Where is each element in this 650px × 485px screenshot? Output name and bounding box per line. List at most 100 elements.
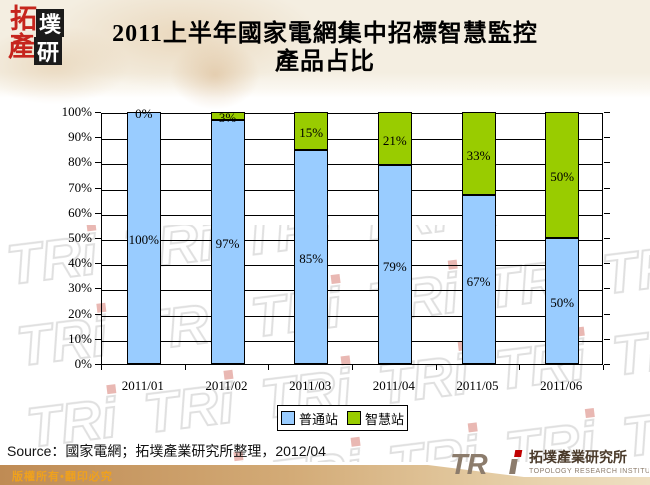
value-label: 67% xyxy=(466,273,491,289)
gridline xyxy=(102,189,602,191)
legend-swatch-blue xyxy=(280,411,295,425)
y-tick-label: 60% xyxy=(68,204,92,220)
tick-mark xyxy=(604,313,610,315)
tick-mark xyxy=(95,112,101,113)
title-line-2: 產品占比 xyxy=(275,49,375,75)
bar-segment-普通站 xyxy=(210,119,245,364)
bar-segment-智慧站 xyxy=(294,112,329,150)
value-label: 79% xyxy=(382,258,407,274)
tick-mark xyxy=(604,137,610,139)
tick-mark xyxy=(604,364,610,365)
bar-segment-普通站 xyxy=(461,195,496,364)
tri-seal-logo: 拓 墣 產 研 xyxy=(8,4,72,68)
tick-mark xyxy=(435,365,437,370)
tri-name-en: TOPOLOGY RESEARCH INSTITUTE xyxy=(529,468,649,475)
y-tick-label: 80% xyxy=(68,154,92,170)
gridline xyxy=(102,240,602,241)
tick-mark xyxy=(95,187,101,189)
value-label: 33% xyxy=(466,147,491,163)
x-tick-label: 2011/02 xyxy=(205,378,248,393)
title-line-1: 2011上半年國家電網集中招標智慧監控 xyxy=(112,21,538,47)
tri-footer-logo: TR 拓墣產業研究所 TOPOLOGY RESEARCH INSTITUTE xyxy=(450,449,649,480)
y-tick-label: 40% xyxy=(68,255,92,271)
tick-mark xyxy=(95,162,101,164)
copyright-note: 版權所有•翻印必究 xyxy=(12,471,113,483)
legend-swatch-green xyxy=(347,411,361,425)
bar-segment-智慧站 xyxy=(210,112,245,120)
logo-i-dot xyxy=(514,450,523,457)
tick-mark xyxy=(95,288,101,290)
y-tick-label: 0% xyxy=(74,356,92,371)
value-label: 50% xyxy=(550,169,575,184)
bar-segment-智慧站 xyxy=(461,112,496,196)
gridline xyxy=(102,315,602,317)
page-title: 2011上半年國家電網集中招標智慧監控 產品占比 xyxy=(0,20,650,76)
tick-mark xyxy=(95,313,101,315)
legend-item: 智慧站 xyxy=(347,409,404,428)
value-label: 50% xyxy=(550,295,575,310)
tick-mark xyxy=(95,238,101,239)
header-band: 拓 墣 產 研 2011上半年國家電網集中招標智慧監控 產品占比 xyxy=(0,0,650,110)
gridline xyxy=(102,265,602,267)
value-label: 21% xyxy=(382,132,407,148)
y-tick-label: 20% xyxy=(68,305,92,321)
y-tick-label: 100% xyxy=(61,104,92,119)
tick-mark xyxy=(95,364,101,365)
tick-mark xyxy=(268,365,270,370)
tick-mark xyxy=(604,263,610,265)
value-label: 85% xyxy=(299,250,324,266)
value-label: 0% xyxy=(135,106,153,121)
tick-mark xyxy=(604,187,610,189)
logo-i-stem xyxy=(509,459,518,474)
seal-char: 墣 xyxy=(36,9,64,37)
tick-mark xyxy=(604,212,610,214)
legend-label: 智慧站 xyxy=(365,411,405,427)
tick-mark xyxy=(604,338,610,340)
bar-segment-智慧站 xyxy=(545,112,580,238)
y-tick-label: 70% xyxy=(68,179,92,195)
x-tick-label: 2011/05 xyxy=(456,378,499,393)
bar-segment-普通站 xyxy=(294,149,329,364)
tick-mark xyxy=(95,212,101,214)
tri-name-zh: 拓墣產業研究所 xyxy=(529,449,627,466)
gridline xyxy=(102,290,602,292)
value-label: 3% xyxy=(218,109,237,125)
source-note: Source：國家電網；拓墣產業研究所整理，2012/04 xyxy=(7,443,326,459)
y-tick-label: 90% xyxy=(68,129,92,145)
tick-mark xyxy=(101,365,102,370)
tick-mark xyxy=(95,137,101,139)
tri-acronym: TR xyxy=(450,449,488,480)
y-tick-label: 30% xyxy=(68,280,92,296)
value-label: 15% xyxy=(299,124,324,140)
legend-label: 普通站 xyxy=(298,411,338,427)
y-tick-label: 10% xyxy=(68,330,92,346)
seal-char: 研 xyxy=(34,37,62,65)
gridline xyxy=(102,340,602,342)
x-tick-label: 2011/01 xyxy=(121,378,164,393)
x-tick-label: 2011/03 xyxy=(289,378,332,393)
chart-legend: 普通站 智慧站 xyxy=(277,405,408,431)
gridline xyxy=(102,139,602,141)
tick-mark xyxy=(604,288,610,290)
bar-segment-普通站 xyxy=(126,112,161,364)
y-tick-label: 50% xyxy=(68,230,92,245)
tick-mark xyxy=(184,365,186,370)
seal-char: 拓 xyxy=(10,4,37,34)
tick-mark xyxy=(603,365,604,370)
tick-mark xyxy=(95,263,101,265)
tick-mark xyxy=(95,338,101,340)
tick-mark xyxy=(604,162,610,164)
x-tick-label: 2011/06 xyxy=(540,378,583,393)
tick-mark xyxy=(519,365,521,370)
tick-mark xyxy=(604,112,610,113)
gridline xyxy=(102,164,602,166)
bar-segment-智慧站 xyxy=(377,112,412,165)
chart-plot-area: 100% 0% 97% 3% 85% 15% 79% 21% 67% 33% 50% 50% xyxy=(101,106,603,365)
x-tick-label: 2011/04 xyxy=(372,378,415,393)
value-label: 100% xyxy=(128,232,159,247)
gridline xyxy=(102,214,602,216)
bar-segment-普通站 xyxy=(377,164,412,364)
legend-item: 普通站 xyxy=(280,409,338,428)
tick-mark xyxy=(352,365,353,370)
